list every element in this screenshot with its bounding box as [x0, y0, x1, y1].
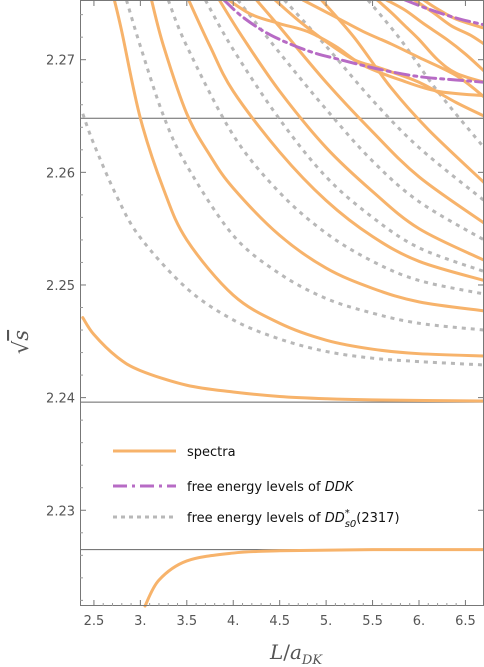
- series-line-7-dotted: [166, 0, 484, 296]
- series-line-17-solid: [301, 0, 484, 99]
- legend-label-spectra: spectra: [187, 445, 236, 460]
- series-line-23-dashdot: [222, 0, 484, 84]
- x-tick-label: 4.5: [269, 614, 290, 629]
- legend-label-ddk-math: DDK: [325, 480, 355, 495]
- series-line-2-solid: [81, 316, 484, 403]
- series-line-19-solid: [375, 0, 484, 84]
- series-line-22-solid: [422, 0, 484, 30]
- axis-ticks: 2.5 3. 3.5 4. 4.5 5. 5.5 6. 6.5 2.23 2.24 2.25 2.26 2…: [46, 0, 484, 629]
- legend-label-dds0-suffix: (2317): [356, 511, 399, 526]
- legend-label-ddk: free energy levels of DDK: [187, 480, 355, 495]
- y-tick-label: 2.26: [46, 166, 75, 181]
- series-line-8-solid: [187, 0, 484, 282]
- x-tick-label: 3.5: [176, 614, 197, 629]
- legend-label-dds0: free energy levels of DD* s0(2317): [187, 508, 400, 530]
- x-tick-label: 6.: [413, 614, 425, 629]
- series-line-4-solid: [112, 0, 484, 358]
- x-axis-label: L/aDK: [269, 640, 323, 667]
- series-line-11-dotted: [236, 0, 484, 242]
- x-tick-label: 6.5: [455, 614, 476, 629]
- x-tick-label: 5.: [320, 614, 332, 629]
- legend-label-dds0-prefix: free energy levels of: [187, 511, 325, 526]
- series-line-12-solid: [254, 0, 484, 225]
- series-line-6-solid: [150, 0, 484, 313]
- series-group: [81, 0, 484, 608]
- series-line-16-solid: [273, 0, 484, 118]
- y-tick-label: 2.27: [46, 54, 75, 69]
- y-axis-label: √s: [9, 330, 33, 354]
- series-line-14-solid: [319, 0, 484, 184]
- y-tick-label: 2.23: [46, 504, 75, 519]
- x-tick-label: 5.5: [362, 614, 383, 629]
- y-tick-label: 2.25: [46, 279, 75, 294]
- x-tick-label: 4.: [227, 614, 239, 629]
- series-line-1-solid: [143, 548, 484, 608]
- series-line-3-dotted: [81, 113, 484, 367]
- x-tick-label: 2.5: [84, 614, 105, 629]
- legend: spectra free energy levels of DDK free e…: [113, 445, 400, 530]
- series-line-9-dotted: [204, 0, 484, 273]
- series-line-20-solid: [384, 0, 484, 73]
- series-line-24-dashdot: [403, 0, 484, 27]
- legend-label-ddk-prefix: free energy levels of: [187, 480, 325, 495]
- x-tick-label: 3.: [134, 614, 146, 629]
- series-line-18-solid: [227, 0, 484, 98]
- y-tick-label: 2.24: [46, 392, 75, 407]
- series-line-10-solid: [217, 0, 484, 262]
